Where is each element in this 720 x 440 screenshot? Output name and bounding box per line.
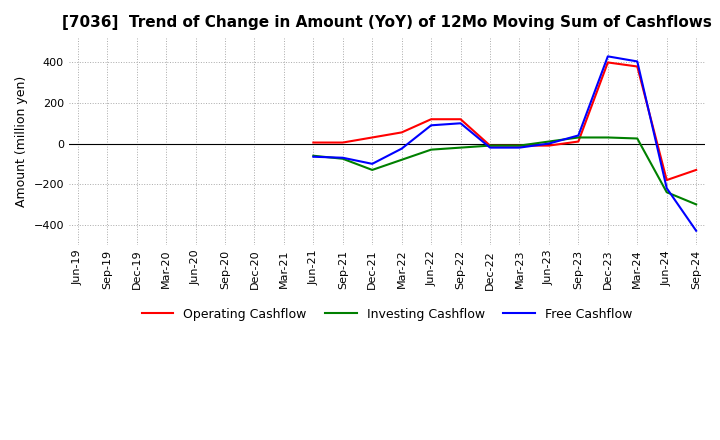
Investing Cashflow <box>427 147 436 152</box>
Legend: Operating Cashflow, Investing Cashflow, Free Cashflow: Operating Cashflow, Investing Cashflow, … <box>137 303 637 326</box>
Free Cashflow <box>309 154 318 159</box>
Line: Investing Cashflow: Investing Cashflow <box>313 137 696 205</box>
Operating Cashflow <box>574 139 582 144</box>
Free Cashflow <box>338 155 347 161</box>
Free Cashflow <box>662 186 671 191</box>
Operating Cashflow <box>309 140 318 145</box>
Investing Cashflow <box>603 135 612 140</box>
Investing Cashflow <box>633 136 642 141</box>
Free Cashflow <box>427 123 436 128</box>
Investing Cashflow <box>338 156 347 161</box>
Operating Cashflow <box>486 143 495 148</box>
Investing Cashflow <box>662 190 671 195</box>
Free Cashflow <box>368 161 377 166</box>
Operating Cashflow <box>662 177 671 183</box>
Investing Cashflow <box>574 135 582 140</box>
Free Cashflow <box>603 54 612 59</box>
Operating Cashflow <box>368 135 377 140</box>
Free Cashflow <box>515 145 523 150</box>
Investing Cashflow <box>397 157 406 162</box>
Investing Cashflow <box>486 143 495 148</box>
Investing Cashflow <box>692 202 701 207</box>
Line: Operating Cashflow: Operating Cashflow <box>313 62 696 180</box>
Operating Cashflow <box>692 167 701 172</box>
Title: [7036]  Trend of Change in Amount (YoY) of 12Mo Moving Sum of Cashflows: [7036] Trend of Change in Amount (YoY) o… <box>62 15 712 30</box>
Operating Cashflow <box>397 130 406 135</box>
Free Cashflow <box>456 121 465 126</box>
Operating Cashflow <box>515 143 523 148</box>
Investing Cashflow <box>456 145 465 150</box>
Free Cashflow <box>574 133 582 138</box>
Operating Cashflow <box>544 143 553 148</box>
Investing Cashflow <box>515 143 523 148</box>
Free Cashflow <box>692 228 701 233</box>
Free Cashflow <box>486 145 495 150</box>
Operating Cashflow <box>427 117 436 122</box>
Y-axis label: Amount (million yen): Amount (million yen) <box>15 76 28 207</box>
Operating Cashflow <box>456 117 465 122</box>
Free Cashflow <box>633 59 642 64</box>
Line: Free Cashflow: Free Cashflow <box>313 56 696 231</box>
Free Cashflow <box>544 141 553 146</box>
Investing Cashflow <box>544 139 553 144</box>
Investing Cashflow <box>309 153 318 158</box>
Operating Cashflow <box>603 60 612 65</box>
Investing Cashflow <box>368 167 377 172</box>
Operating Cashflow <box>338 140 347 145</box>
Free Cashflow <box>397 146 406 151</box>
Operating Cashflow <box>633 64 642 69</box>
